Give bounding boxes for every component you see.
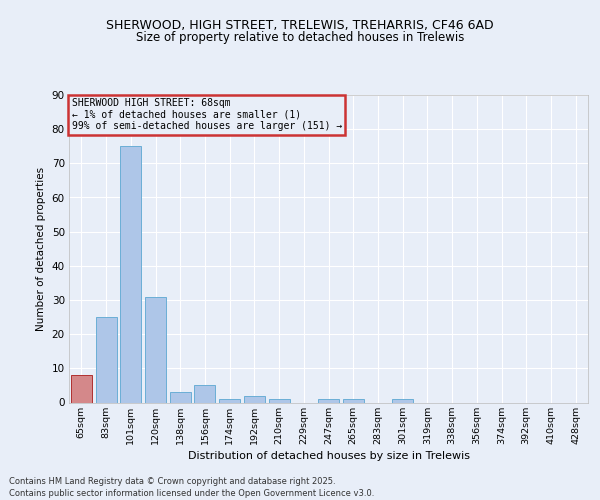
Bar	[95, 317, 116, 402]
Bar	[145, 296, 166, 403]
Bar	[219, 399, 240, 402]
Bar	[170, 392, 191, 402]
Text: SHERWOOD HIGH STREET: 68sqm
← 1% of detached houses are smaller (1)
99% of semi-: SHERWOOD HIGH STREET: 68sqm ← 1% of deta…	[71, 98, 342, 132]
Bar	[194, 386, 215, 402]
Bar	[244, 396, 265, 402]
Bar	[71, 375, 92, 402]
Bar	[269, 399, 290, 402]
Bar	[343, 399, 364, 402]
Text: SHERWOOD, HIGH STREET, TRELEWIS, TREHARRIS, CF46 6AD: SHERWOOD, HIGH STREET, TRELEWIS, TREHARR…	[106, 19, 494, 32]
X-axis label: Distribution of detached houses by size in Trelewis: Distribution of detached houses by size …	[187, 450, 470, 460]
Y-axis label: Number of detached properties: Number of detached properties	[36, 166, 46, 331]
Bar	[392, 399, 413, 402]
Bar	[318, 399, 339, 402]
Text: Size of property relative to detached houses in Trelewis: Size of property relative to detached ho…	[136, 32, 464, 44]
Text: Contains HM Land Registry data © Crown copyright and database right 2025.
Contai: Contains HM Land Registry data © Crown c…	[9, 476, 374, 498]
Bar	[120, 146, 141, 403]
